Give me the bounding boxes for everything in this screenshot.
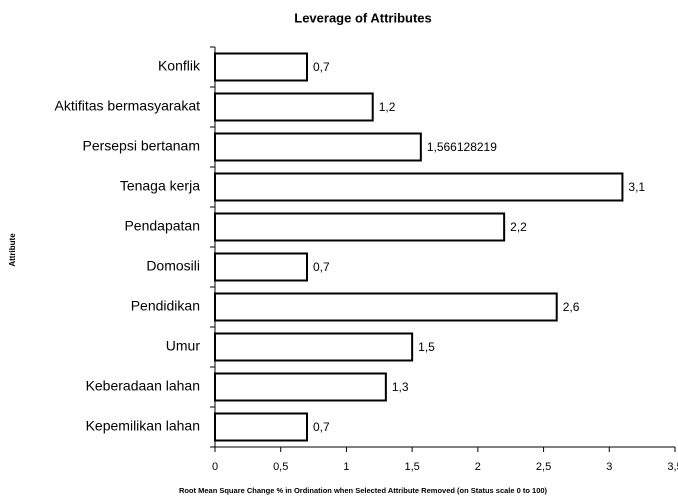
value-label: 1,2 [379,100,396,114]
chart-title: Leverage of Attributes [294,10,432,25]
y-tick-label: Umur [166,338,201,354]
x-tick-label: 2,5 [536,461,551,473]
bar [214,372,387,402]
value-label: 3,1 [628,180,645,194]
x-tick-label: 3,5 [667,461,678,473]
x-tick-label: 0,5 [273,461,288,473]
value-label: 0,7 [313,60,330,74]
y-axis-label: Attribute [8,233,17,267]
bar [214,132,422,162]
x-axis-label: Root Mean Square Change % in Ordination … [179,486,548,495]
y-tick-label: Pendapatan [124,218,200,234]
bar [214,292,558,322]
x-tick-label: 1,5 [404,461,419,473]
y-tick-label: Kepemilikan lahan [86,418,200,434]
y-tick-label: Persepsi bertanam [82,138,200,154]
x-tick-label: 2 [475,461,481,473]
value-label: 2,2 [510,220,527,234]
bar [214,52,308,82]
y-tick-label: Domosili [146,258,200,274]
value-label: 1,3 [392,380,409,394]
value-label: 1,566128219 [427,140,497,154]
y-tick-label: Aktifitas bermasyarakat [55,98,201,114]
bar [214,212,506,242]
bar [214,332,414,362]
value-label: 0,7 [313,420,330,434]
bar [214,172,624,202]
y-tick-label: Keberadaan lahan [86,378,200,394]
x-tick-label: 1 [343,461,349,473]
y-tick-label: Tenaga kerja [120,178,200,194]
y-tick-label: Pendidikan [131,298,200,314]
bar [214,252,308,282]
y-tick-label: Konflik [158,58,201,74]
value-label: 2,6 [563,300,580,314]
bar [214,412,308,442]
x-tick-label: 0 [212,461,218,473]
value-label: 1,5 [418,340,435,354]
x-tick-label: 3 [606,461,612,473]
value-label: 0,7 [313,260,330,274]
bar [214,92,374,122]
